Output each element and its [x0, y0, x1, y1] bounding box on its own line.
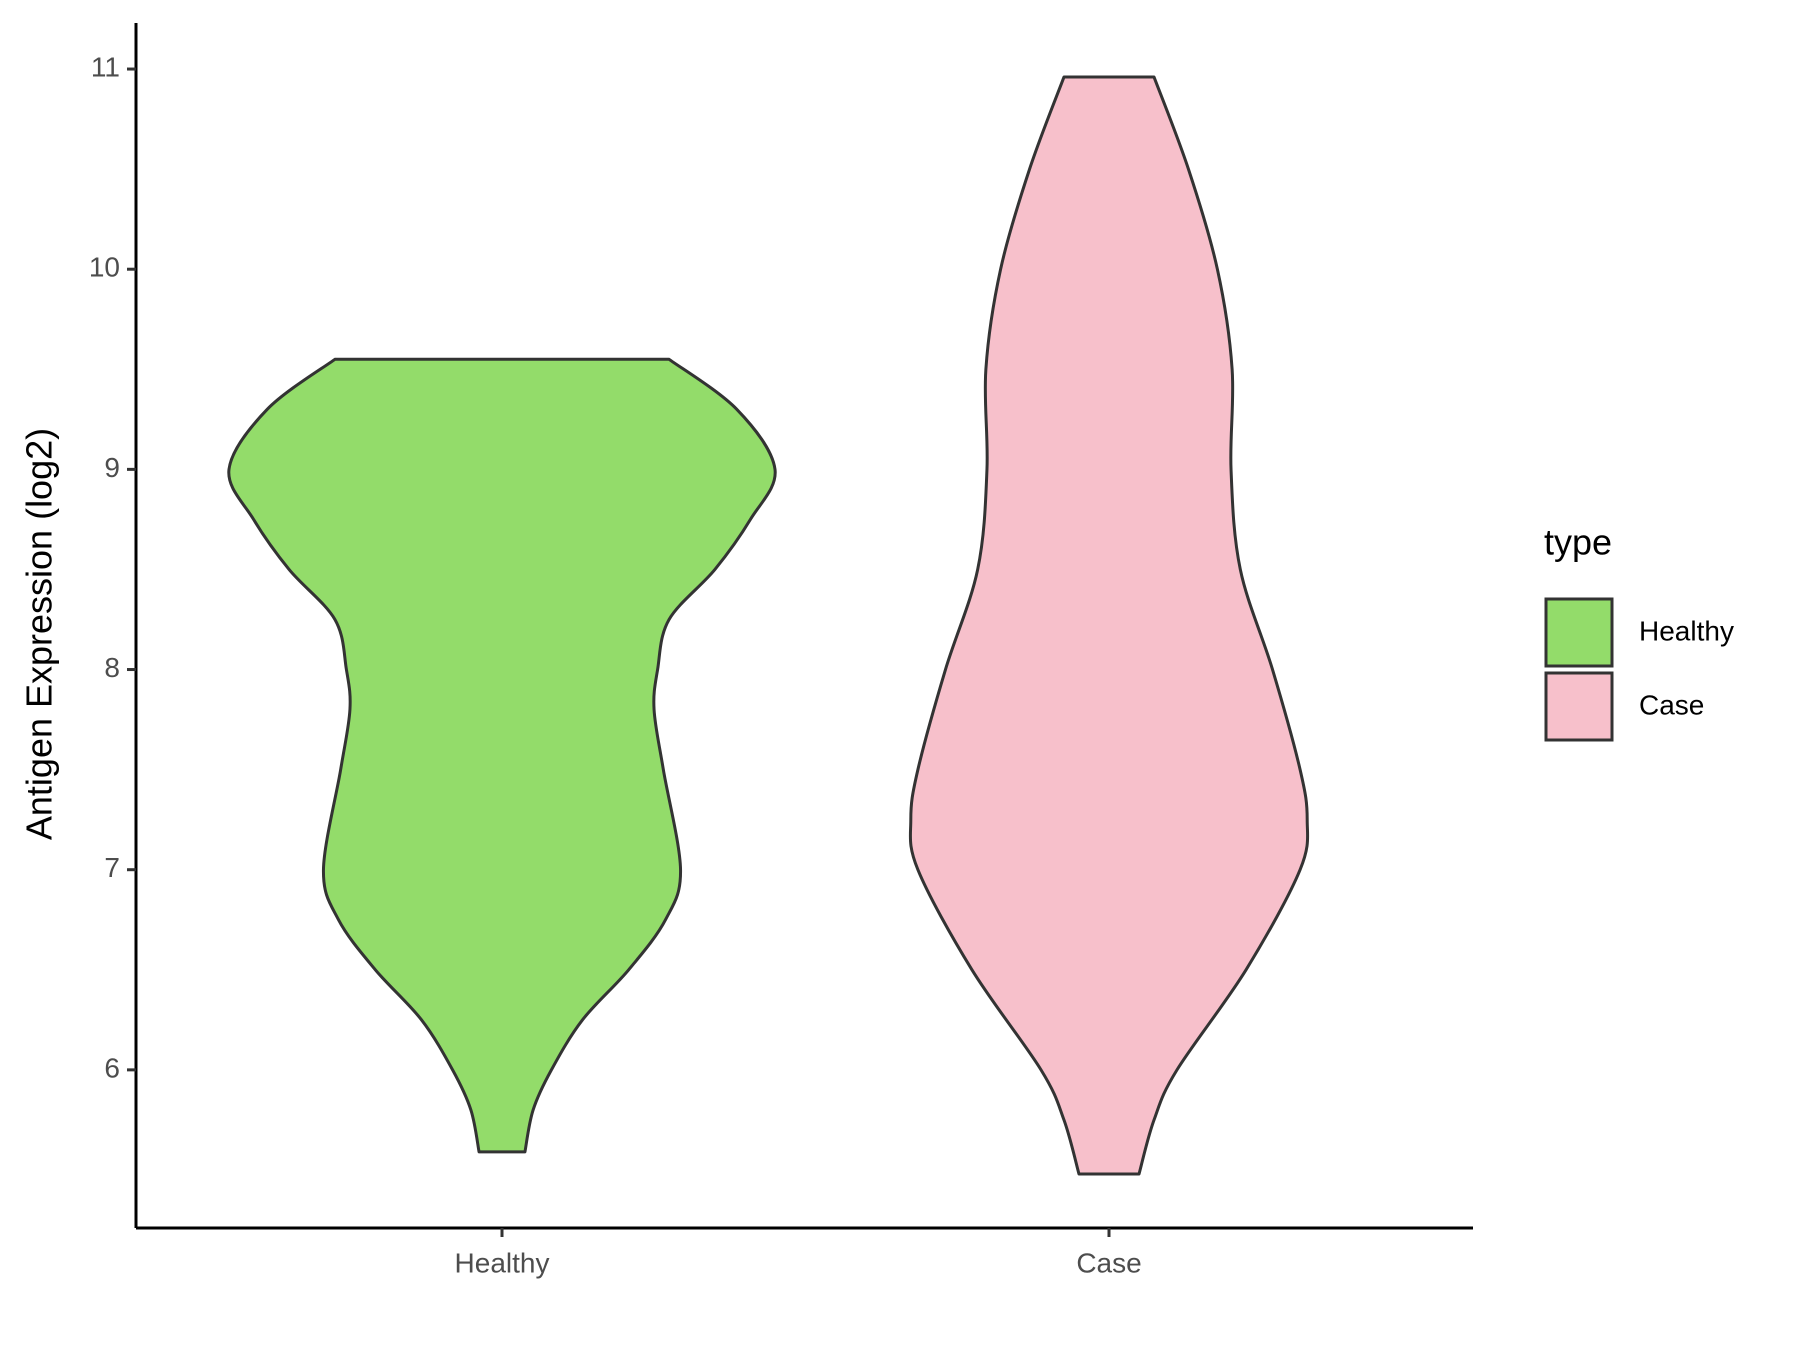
violin: [908, 75, 1310, 1176]
y-axis-title: Antigen Expression (log2): [19, 428, 60, 840]
x-tick-label: Case: [1076, 1247, 1141, 1278]
y-tick-label: 6: [104, 1052, 120, 1083]
violin: [227, 357, 777, 1154]
legend-label: Healthy: [1639, 615, 1734, 646]
legend-swatch: [1544, 597, 1614, 668]
y-tick-label: 11: [91, 51, 120, 82]
x-tick-label: Healthy: [455, 1247, 550, 1278]
legend-swatch: [1544, 671, 1614, 742]
y-tick-label: 9: [104, 452, 120, 483]
legend-label: Case: [1639, 689, 1704, 720]
y-tick-label: 8: [104, 652, 120, 683]
y-tick-label: 7: [104, 852, 120, 883]
legend-title: type: [1544, 522, 1612, 563]
y-tick-label: 10: [89, 252, 120, 283]
